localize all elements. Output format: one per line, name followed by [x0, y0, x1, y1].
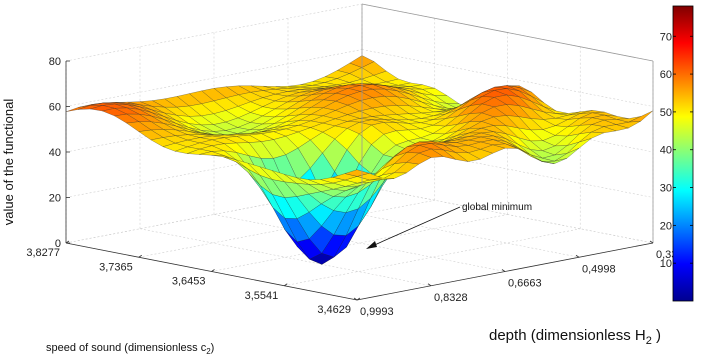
- annotation-global-minimum: global minimum: [462, 202, 532, 213]
- y-axis-label-sub: 2: [206, 347, 211, 356]
- colorbar-tick-label: 60: [660, 69, 672, 81]
- depth-tick-mark: [649, 240, 654, 244]
- depth-tick-mark: [427, 283, 432, 287]
- z-tick-label: 20: [49, 193, 61, 205]
- y-axis-label-close: ): [211, 342, 215, 354]
- y-axis-label-main: speed of sound (dimensionless c: [46, 342, 207, 354]
- c2-tick-mark: [65, 240, 70, 244]
- colorbar-tick-label: 30: [660, 183, 672, 195]
- colorbar-tick-label: 70: [660, 31, 672, 43]
- colorbar-tick-label: 10: [660, 258, 672, 270]
- grid-line: [361, 185, 654, 244]
- depth-tick-label: 0,4998: [582, 263, 616, 275]
- axis-ticks: 0 20 40 60 80 3,8277 3,7365 3,6453 3,5541 3,4629 0…: [26, 3, 690, 318]
- colorbar-ticks: 10 20 30 40 50 60 70: [660, 31, 693, 270]
- annotation-arrowhead: [366, 241, 377, 249]
- x-axis-label-sub: 2: [646, 335, 652, 347]
- z-tick-label: 80: [49, 56, 61, 68]
- grid-line: [213, 214, 506, 272]
- grid-line: [139, 228, 432, 287]
- annotation-arrow: [369, 206, 461, 248]
- colorbar-tick-label: 20: [660, 220, 672, 232]
- c2-tick-mark: [356, 297, 361, 301]
- colorbar: [672, 5, 694, 302]
- z-axis-label: value of the functional: [1, 99, 16, 226]
- depth-tick-mark: [575, 254, 580, 258]
- x-axis-label-main: depth (dimensionless H: [489, 327, 646, 344]
- grid-line: [361, 49, 654, 107]
- c2-tick-label: 3,7365: [99, 261, 133, 273]
- c2-tick-label: 3,8277: [26, 247, 60, 259]
- c2-tick-mark: [284, 283, 288, 287]
- c2-tick-mark: [138, 254, 142, 258]
- depth-tick-label: 0,6663: [508, 278, 542, 290]
- z-tick-label: 40: [49, 147, 61, 159]
- depth-tick-mark: [353, 297, 358, 301]
- c2-tick-label: 3,4629: [317, 304, 351, 316]
- z-tick-label: 60: [49, 102, 61, 114]
- colorbar-tick-label: 40: [660, 145, 672, 157]
- surface-mesh: [65, 55, 654, 265]
- colorbar-tick-label: 50: [660, 107, 672, 119]
- c2-tick-mark: [211, 269, 215, 272]
- depth-tick-label: 0,9993: [360, 306, 394, 318]
- x-axis-label: depth (dimensionless H2 ): [489, 327, 661, 347]
- y-axis-label: speed of sound (dimensionless c2): [46, 342, 214, 356]
- surface-patch: [344, 169, 370, 177]
- depth-tick-mark: [501, 269, 506, 272]
- z-tick-label: 0: [55, 238, 61, 250]
- box-edge: [361, 3, 654, 62]
- c2-tick-label: 3,5541: [245, 290, 279, 302]
- x-axis-label-close: ): [652, 327, 661, 344]
- depth-tick-label: 0,8328: [434, 292, 468, 304]
- c2-tick-label: 3,6453: [172, 276, 206, 288]
